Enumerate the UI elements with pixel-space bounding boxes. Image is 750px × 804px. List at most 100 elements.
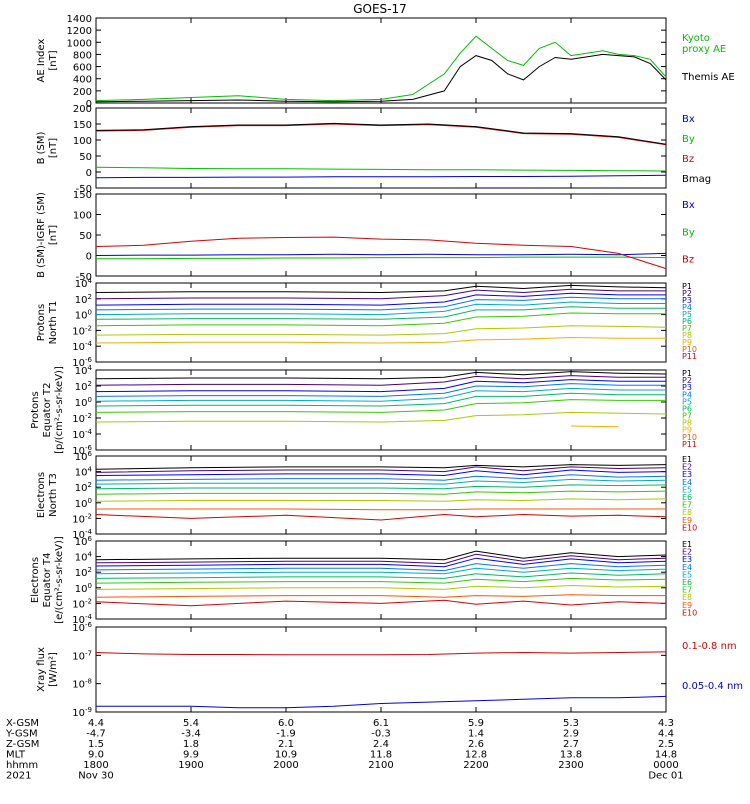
y-axis-label: B (SM)-IGRF (SM) [36, 192, 47, 278]
legend-entry: P7 [682, 324, 692, 333]
series-line-E4 [95, 563, 667, 572]
series-line-Bz [95, 123, 667, 146]
legend-entry: P3 [682, 296, 692, 305]
legend-entry: P3 [682, 383, 692, 392]
panel-8: 10-9 10-8 10-7 10-6 Xray flux [W/m²] 0.1-0.8 n… [36, 621, 743, 719]
y-tick-label: 800 [73, 50, 92, 61]
x-row-value: 4.4 [658, 729, 674, 740]
series-line-E2 [95, 553, 667, 565]
legend-entry: E8 [682, 508, 692, 517]
y-tick-label: 100 [75, 497, 92, 510]
y-tick-label: 104 [75, 364, 93, 377]
x-row-value: 11.8 [370, 750, 392, 761]
legend-entry: P1 [682, 282, 692, 291]
y-tick-label: 104 [75, 551, 93, 564]
legend-entry: 0.1-0.8 nm [682, 641, 737, 652]
y-axis-label: [p/(cm²-s-sr-keV)] [54, 366, 65, 454]
x-row-value: 9.9 [183, 750, 199, 761]
series-line-0.1-0.8 nm [95, 651, 667, 656]
x-row-label: Y-GSM [5, 729, 38, 740]
legend-entry: E3 [682, 555, 692, 564]
legend-entry: Bx [682, 114, 695, 125]
series-line-E8 [95, 498, 667, 502]
panel-3: -50 0 50 100 150 B (SM)-IGRF (SM) [nT] Bx By Bz [36, 190, 695, 283]
legend-entry: E2 [682, 548, 692, 557]
legend-entry: E4 [682, 478, 692, 487]
x-row-value: 1.4 [468, 729, 484, 740]
series-line-P8 [95, 325, 667, 336]
legend-entry: E5 [682, 570, 692, 579]
y-tick-label: 100 [75, 396, 92, 409]
legend-entry: E1 [682, 540, 692, 549]
legend-entry: Bx [682, 200, 695, 211]
y-tick-label: 10-4 [72, 528, 92, 541]
series-line-P6 [95, 392, 666, 407]
series-line-Bx [95, 252, 667, 256]
series-line-P3 [95, 292, 666, 306]
series-line-Bz [95, 236, 667, 270]
legend-entry: E1 [682, 455, 692, 464]
x-row-value: 4.3 [658, 718, 674, 729]
y-axis-label: North T1 [48, 301, 59, 345]
series-line-P4 [95, 383, 666, 397]
series-line-E3 [95, 557, 667, 568]
series-line-P3 [95, 379, 666, 393]
series-line-E6 [95, 572, 667, 579]
y-tick-label: 1000 [67, 38, 92, 49]
legend-entry: E9 [682, 601, 692, 610]
y-tick-label: 10-2 [72, 412, 92, 425]
y-tick-label: 10-4 [72, 613, 92, 626]
y-tick-label: 104 [75, 277, 93, 290]
legend-entry: E3 [682, 470, 692, 479]
x-row-value: 4.4 [88, 718, 104, 729]
series-line-0.05-0.4 nm [96, 695, 667, 709]
x-axis-table: X-GSM 4.4 5.4 6.0 6.1 5.9 5.3 4.3 Y-GSM -4.7 -3.4 -… [5, 718, 684, 782]
chart-title: GOES-17 [353, 2, 407, 16]
legend-entry: proxy AE [682, 44, 726, 55]
series-line-E9 [96, 508, 666, 511]
series-line-E4 [95, 474, 667, 481]
series-line-P7 [95, 399, 666, 413]
y-tick-label: 400 [73, 75, 92, 86]
y-axis-label: Xray flux [36, 647, 47, 692]
x-row-value: 2.5 [658, 739, 674, 750]
series-line-P2 [95, 288, 666, 300]
series-line-E1 [95, 550, 667, 561]
y-tick-label: -50 [76, 184, 92, 195]
legend-entry: E8 [682, 593, 692, 602]
series-line-E3 [95, 469, 667, 477]
y-tick-label: 1400 [67, 14, 92, 25]
x-row-label: X-GSM [6, 718, 39, 729]
x-row-value: 1800 [83, 760, 108, 771]
y-axis-label: Equator T4 [42, 553, 53, 608]
x-row-value: 2.6 [468, 739, 484, 750]
series-line-E5 [95, 478, 667, 485]
x-row-label: Z-GSM [6, 739, 39, 750]
y-tick-label: 100 [75, 309, 92, 322]
legend-entry: P2 [682, 289, 692, 298]
y-tick-label: 106 [75, 535, 93, 548]
y-tick-label: 100 [75, 582, 92, 595]
y-tick-label: 10-7 [72, 649, 92, 662]
panel-5: 10-6 10-4 10-2 100 102 104 Protons Equator T2 [p… [30, 364, 697, 457]
x-row-value: 5.3 [563, 718, 579, 729]
legend-entry: P5 [682, 397, 692, 406]
y-tick-label: 104 [75, 466, 93, 479]
x-row-value: 14.8 [655, 750, 677, 761]
series-line-P8 [95, 411, 667, 423]
x-row-value: -4.7 [86, 729, 106, 740]
legend-entry: By [682, 227, 695, 238]
series-line-By [95, 166, 667, 172]
series-line-E8 [95, 584, 667, 590]
series-line-E7 [95, 577, 667, 584]
legend-entry: P10 [682, 345, 697, 354]
y-tick-label: 1200 [67, 26, 92, 37]
y-tick-label: 10-6 [72, 444, 92, 457]
x-row-value: 2.9 [563, 729, 579, 740]
series-line-P1 [95, 284, 667, 294]
panel-frame [95, 193, 667, 277]
legend-entry: P6 [682, 317, 692, 326]
x-row-value: 6.0 [278, 718, 294, 729]
